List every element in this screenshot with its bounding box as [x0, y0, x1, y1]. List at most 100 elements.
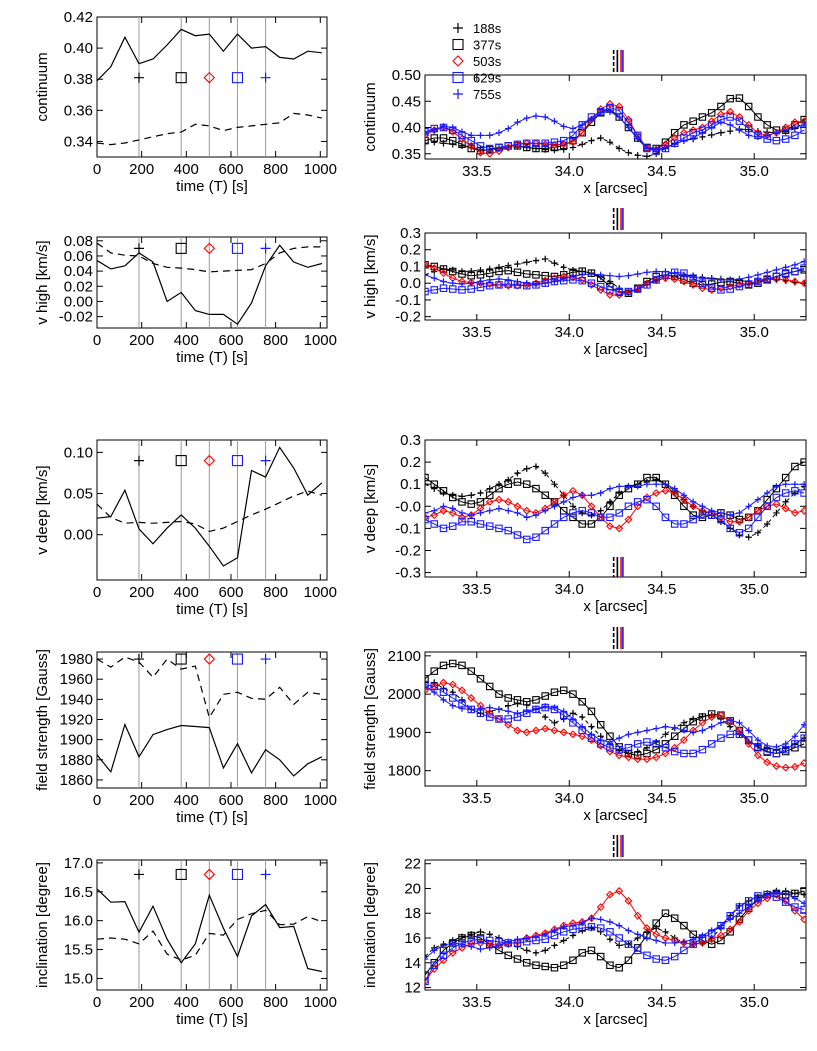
data-point [458, 513, 466, 522]
data-point [671, 269, 678, 277]
data-point [569, 932, 577, 939]
data-point [559, 491, 568, 500]
data-point [680, 272, 688, 279]
data-point [791, 267, 799, 276]
data-point [578, 732, 587, 741]
data-point [485, 713, 494, 721]
data-point [514, 509, 521, 517]
data-point [615, 934, 623, 942]
data-point [708, 927, 715, 934]
data-point [800, 887, 806, 895]
data-point [439, 678, 448, 687]
data-point [643, 738, 651, 746]
data-point [624, 743, 633, 752]
data-point [606, 961, 614, 969]
data-point [560, 923, 567, 931]
y-axis-label: continuum [362, 82, 379, 151]
data-point [560, 708, 567, 715]
y-tick-label: 0.40 [64, 40, 93, 57]
data-point [634, 152, 641, 159]
data-point [634, 748, 641, 755]
data-point [708, 124, 715, 131]
data-point [495, 129, 503, 136]
data-point [800, 258, 806, 265]
data-point [791, 261, 799, 268]
plot-frame [424, 74, 807, 160]
data-point [652, 489, 661, 498]
data-point [569, 690, 577, 698]
data-point [670, 952, 679, 961]
series-line [425, 97, 805, 152]
data-point [550, 520, 559, 528]
data-point [791, 124, 799, 131]
x-tick-label: 33.5 [462, 324, 491, 341]
data-point [579, 141, 586, 148]
data-point [532, 949, 540, 957]
data-point [661, 743, 670, 752]
data-point [708, 723, 715, 730]
data-point [550, 688, 559, 696]
data-point [569, 503, 577, 510]
data-point [735, 529, 744, 537]
data-point [615, 886, 624, 895]
data-point [717, 286, 725, 294]
data-point [781, 898, 790, 906]
y-tick-label: 0.0 [400, 275, 421, 292]
legend-label: 377s [473, 38, 502, 53]
y-tick-label: 15.5 [64, 942, 93, 959]
data-point [588, 116, 595, 123]
series-line [425, 267, 805, 293]
data-point [633, 284, 642, 293]
data-point [532, 533, 540, 541]
data-point [671, 485, 678, 492]
data-point [532, 933, 540, 940]
data-point [726, 916, 734, 923]
x-tick-label: 800 [263, 161, 288, 178]
data-point [560, 937, 567, 944]
data-point [726, 730, 734, 739]
series-line [425, 264, 805, 294]
data-point [431, 947, 438, 954]
y-tick-label: -0.1 [395, 292, 421, 309]
x-tick-label: 1000 [304, 994, 337, 1011]
data-point [763, 748, 771, 757]
y-axis-label: continuum [34, 52, 51, 121]
data-point [449, 939, 456, 947]
data-point [541, 271, 549, 280]
data-point [800, 740, 806, 748]
x-axis-label: x [arcsec] [583, 180, 647, 197]
y-tick-label: 16.5 [64, 884, 93, 901]
data-point [744, 906, 753, 915]
series-755s [425, 888, 806, 963]
y-tick-label: 1920 [60, 711, 93, 728]
series-line [425, 490, 805, 540]
data-point [652, 753, 661, 762]
data-point [439, 134, 448, 142]
data-point [670, 732, 679, 740]
data-point [643, 480, 651, 488]
data-point [532, 144, 540, 153]
data-point [513, 726, 522, 735]
y-tick-label: 16.0 [64, 913, 93, 930]
data-point [532, 271, 540, 279]
data-point [523, 708, 530, 715]
data-point [587, 509, 596, 517]
y-tick-label: 2000 [388, 686, 421, 703]
data-point [425, 977, 429, 986]
panel-7: 33.5 34.0 34.5 35.0 1800 1900 2000 2100 x [arcse… [362, 627, 807, 824]
data-point [531, 726, 540, 735]
y-axis-label: inclination [degree] [34, 862, 51, 988]
data-point [485, 682, 494, 691]
data-point [542, 507, 549, 514]
data-point [477, 945, 484, 953]
data-point [606, 485, 614, 492]
time-marker-symbol [231, 455, 244, 467]
series-dashed-line [97, 909, 323, 961]
data-point [569, 922, 577, 929]
data-point [754, 529, 762, 537]
y-tick-label: 12 [404, 980, 421, 997]
data-point [615, 963, 623, 972]
data-point [680, 492, 688, 499]
x-tick-label: 0 [93, 584, 101, 601]
data-point [763, 502, 771, 511]
